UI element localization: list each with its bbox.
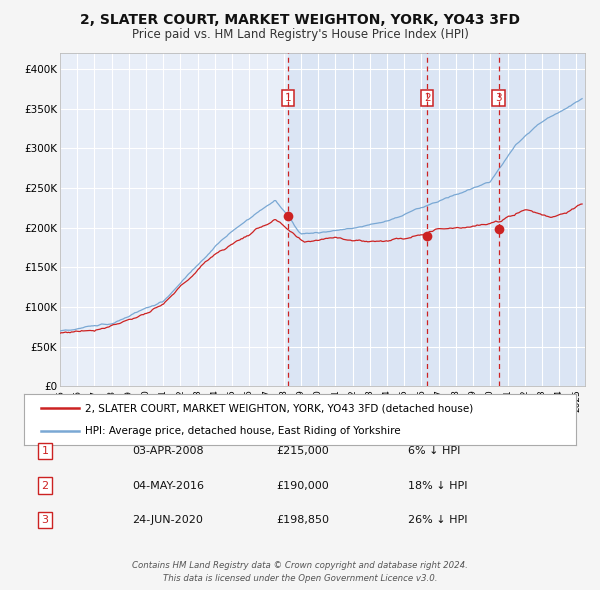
- Text: 2, SLATER COURT, MARKET WEIGHTON, YORK, YO43 3FD (detached house): 2, SLATER COURT, MARKET WEIGHTON, YORK, …: [85, 403, 473, 413]
- Text: 3: 3: [495, 93, 502, 103]
- Text: 2: 2: [424, 93, 430, 103]
- Text: 6% ↓ HPI: 6% ↓ HPI: [408, 447, 460, 456]
- Text: £198,850: £198,850: [276, 515, 329, 525]
- Text: 24-JUN-2020: 24-JUN-2020: [132, 515, 203, 525]
- Text: 1: 1: [41, 447, 49, 456]
- Text: 2: 2: [41, 481, 49, 490]
- Text: 26% ↓ HPI: 26% ↓ HPI: [408, 515, 467, 525]
- Text: £215,000: £215,000: [276, 447, 329, 456]
- Text: HPI: Average price, detached house, East Riding of Yorkshire: HPI: Average price, detached house, East…: [85, 426, 400, 436]
- Text: 04-MAY-2016: 04-MAY-2016: [132, 481, 204, 490]
- Text: Contains HM Land Registry data © Crown copyright and database right 2024.
This d: Contains HM Land Registry data © Crown c…: [132, 562, 468, 583]
- Text: 03-APR-2008: 03-APR-2008: [132, 447, 203, 456]
- Bar: [288, 53, 585, 386]
- Text: 2, SLATER COURT, MARKET WEIGHTON, YORK, YO43 3FD: 2, SLATER COURT, MARKET WEIGHTON, YORK, …: [80, 13, 520, 27]
- Text: Price paid vs. HM Land Registry's House Price Index (HPI): Price paid vs. HM Land Registry's House …: [131, 28, 469, 41]
- Text: 1: 1: [285, 93, 292, 103]
- Text: £190,000: £190,000: [276, 481, 329, 490]
- Text: 18% ↓ HPI: 18% ↓ HPI: [408, 481, 467, 490]
- Text: 3: 3: [41, 515, 49, 525]
